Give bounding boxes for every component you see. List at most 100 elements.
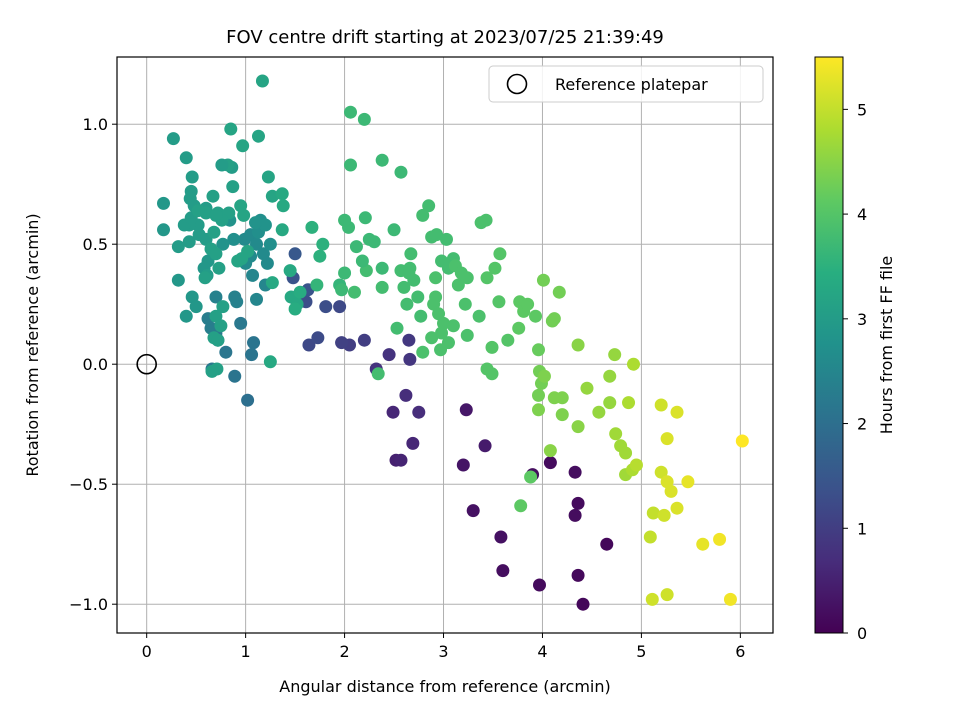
data-point (209, 309, 223, 323)
colorbar: 0 1 2 3 4 5 Hours from first FF file (814, 56, 896, 643)
data-point (344, 158, 358, 172)
data-point (576, 597, 590, 611)
data-point (608, 348, 622, 362)
y-tick-label: −1.0 (69, 595, 108, 614)
data-point (250, 292, 264, 306)
x-tick-label: 4 (537, 642, 547, 661)
data-point (660, 588, 674, 602)
x-axis-label: Angular distance from reference (arcmin) (279, 677, 610, 696)
data-point (670, 405, 684, 419)
plot-frame (116, 56, 774, 634)
data-point (375, 153, 389, 167)
colorbar-tick-label: 5 (857, 100, 867, 119)
data-point (293, 285, 307, 299)
data-point (466, 504, 480, 518)
data-point (386, 405, 400, 419)
data-point (228, 369, 242, 383)
data-point (166, 132, 180, 146)
data-point (182, 235, 196, 249)
data-point (275, 223, 289, 237)
data-point (543, 456, 557, 470)
data-point (485, 367, 499, 381)
data-point (403, 352, 417, 366)
data-point (536, 273, 550, 287)
data-point (212, 261, 226, 275)
data-point (357, 333, 371, 347)
x-tick-label: 0 (142, 642, 152, 661)
data-point (547, 312, 561, 326)
data-point (189, 300, 203, 314)
data-point (258, 218, 272, 232)
data-point (206, 189, 220, 203)
data-point (571, 338, 585, 352)
data-point (283, 264, 297, 278)
data-point (437, 316, 451, 330)
data-point (209, 247, 223, 261)
legend-box (488, 65, 764, 103)
data-point (209, 290, 223, 304)
data-point (532, 343, 546, 357)
y-tick-label: 0.5 (83, 235, 108, 254)
data-point (657, 508, 671, 522)
data-point (261, 170, 275, 184)
data-point (488, 261, 502, 275)
data-point (555, 408, 569, 422)
data-point (537, 369, 551, 383)
data-point (382, 348, 396, 362)
data-point (429, 271, 443, 285)
data-point (247, 336, 261, 350)
data-point (493, 247, 507, 261)
data-point (654, 465, 668, 479)
data-point (603, 396, 617, 410)
data-point (456, 458, 470, 472)
reference-platepar-marker (136, 353, 157, 375)
data-point (183, 192, 197, 206)
data-point (375, 261, 389, 275)
data-point (580, 381, 594, 395)
colorbar-tick-label: 4 (857, 205, 867, 224)
data-point (521, 297, 535, 311)
data-point (207, 225, 221, 239)
data-point (246, 268, 260, 282)
y-tick-label: −0.5 (69, 475, 108, 494)
data-point (263, 355, 277, 369)
data-point (492, 295, 506, 309)
data-point (568, 508, 582, 522)
data-point (552, 285, 566, 299)
data-point (664, 484, 678, 498)
data-point (256, 247, 270, 261)
data-point (179, 151, 193, 165)
x-tick-label: 1 (241, 642, 251, 661)
data-point (399, 388, 413, 402)
data-point (347, 285, 361, 299)
data-point (219, 345, 233, 359)
data-point (600, 537, 614, 551)
data-point (460, 328, 474, 342)
data-point (458, 297, 472, 311)
legend-label: Reference platepar (555, 75, 708, 94)
colorbar-label: Hours from first FF file (877, 256, 896, 435)
data-point (171, 273, 185, 287)
data-point (394, 453, 408, 467)
data-point (227, 232, 241, 246)
y-axis-ticks: −1.0 −0.5 0.0 0.5 1.0 (69, 115, 117, 614)
data-point (404, 247, 418, 261)
data-point (479, 213, 493, 227)
data-point (224, 122, 238, 136)
data-point (571, 420, 585, 434)
data-point (198, 271, 212, 285)
data-point (205, 364, 219, 378)
legend: Reference platepar (488, 65, 764, 103)
data-point (157, 223, 171, 237)
data-point (532, 388, 546, 402)
data-point (407, 273, 421, 287)
data-point (571, 496, 585, 510)
colorbar-tick-label: 1 (857, 519, 867, 538)
data-point (430, 228, 444, 242)
data-point (179, 309, 193, 323)
colorbar-tick-label: 0 (857, 624, 867, 643)
data-point (529, 309, 543, 323)
data-point (230, 295, 244, 309)
data-point (478, 439, 492, 453)
data-point (276, 199, 290, 213)
